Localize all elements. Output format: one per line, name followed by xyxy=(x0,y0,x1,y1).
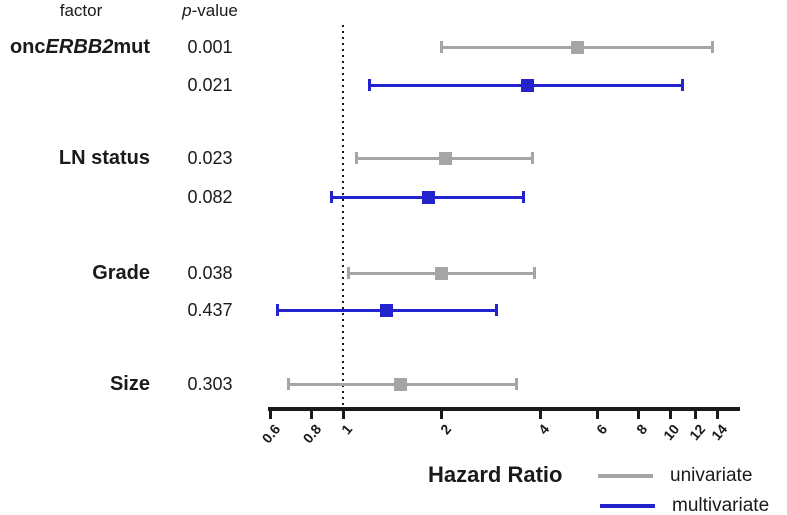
univariate-line-swatch xyxy=(598,474,653,478)
pvalue-cell: 0.038 xyxy=(187,263,233,283)
factor-label: Grade xyxy=(92,262,150,284)
ci-cap-high xyxy=(680,79,684,91)
hr-point-marker-univariate xyxy=(570,40,584,54)
legend-multivariate-label: multivariate xyxy=(672,495,770,515)
x-axis-title: Hazard Ratio xyxy=(428,462,563,487)
ci-cap-low xyxy=(276,304,280,316)
x-axis-tick xyxy=(440,407,444,419)
hr-point-marker-univariate xyxy=(435,266,449,280)
hr-point-marker-univariate xyxy=(394,377,408,391)
hr-point-marker-multivariate xyxy=(380,303,394,317)
x-axis-line xyxy=(268,407,740,411)
ci-cap-low xyxy=(355,152,359,164)
factor-header-label: factor xyxy=(59,1,103,20)
hr-point-marker-univariate xyxy=(438,151,452,165)
ci-cap-low xyxy=(440,41,444,53)
x-axis-tick xyxy=(538,407,542,419)
x-axis-tick xyxy=(716,407,720,419)
ci-cap-high xyxy=(521,191,525,203)
pvalue-cell: 0.437 xyxy=(187,300,233,320)
multivariate-line-swatch xyxy=(600,504,655,508)
hr-point-marker-multivariate xyxy=(421,190,435,204)
reference-line-hr1 xyxy=(342,25,345,411)
x-axis-tick xyxy=(269,407,273,419)
x-axis-tick xyxy=(596,407,600,419)
legend-univariate-label: univariate xyxy=(670,465,753,486)
ci-cap-high xyxy=(711,41,715,53)
pvalue-cell: 0.082 xyxy=(187,187,233,207)
legend-item-multivariate: multivariate xyxy=(600,496,769,515)
x-axis-tick xyxy=(668,407,672,419)
factor-label: LN status xyxy=(58,147,150,169)
ci-cap-low xyxy=(347,267,351,279)
pvalue-cell: 0.021 xyxy=(187,75,233,95)
factor-label: Size xyxy=(109,373,150,395)
x-axis-tick xyxy=(341,407,345,419)
ci-cap-high xyxy=(531,152,535,164)
ci-cap-high xyxy=(533,267,537,279)
ci-cap-high xyxy=(515,378,519,390)
column-header-pvalue: p-value xyxy=(160,1,260,21)
x-axis-tick xyxy=(636,407,640,419)
pvalue-cell: 0.303 xyxy=(187,374,233,394)
gene-name-italic: ERBB2 xyxy=(45,36,114,58)
pvalue-cell: 0.001 xyxy=(187,37,233,57)
x-axis-tick-label: 0.6 xyxy=(258,421,284,447)
ci-cap-high xyxy=(495,304,499,316)
pvalue-header-rest: -value xyxy=(191,1,238,20)
pvalue-header-italic-p: p xyxy=(182,1,192,20)
legend-item-univariate: univariate xyxy=(598,466,752,486)
column-header-factor: factor xyxy=(20,1,142,21)
x-axis-tick xyxy=(694,407,698,419)
ci-cap-low xyxy=(329,191,333,203)
factor-label: oncERBB2mut xyxy=(9,36,150,58)
x-axis-tick xyxy=(310,407,314,419)
ci-cap-low xyxy=(287,378,291,390)
pvalue-cell: 0.023 xyxy=(187,148,233,168)
hr-point-marker-multivariate xyxy=(520,78,534,92)
ci-cap-low xyxy=(367,79,371,91)
